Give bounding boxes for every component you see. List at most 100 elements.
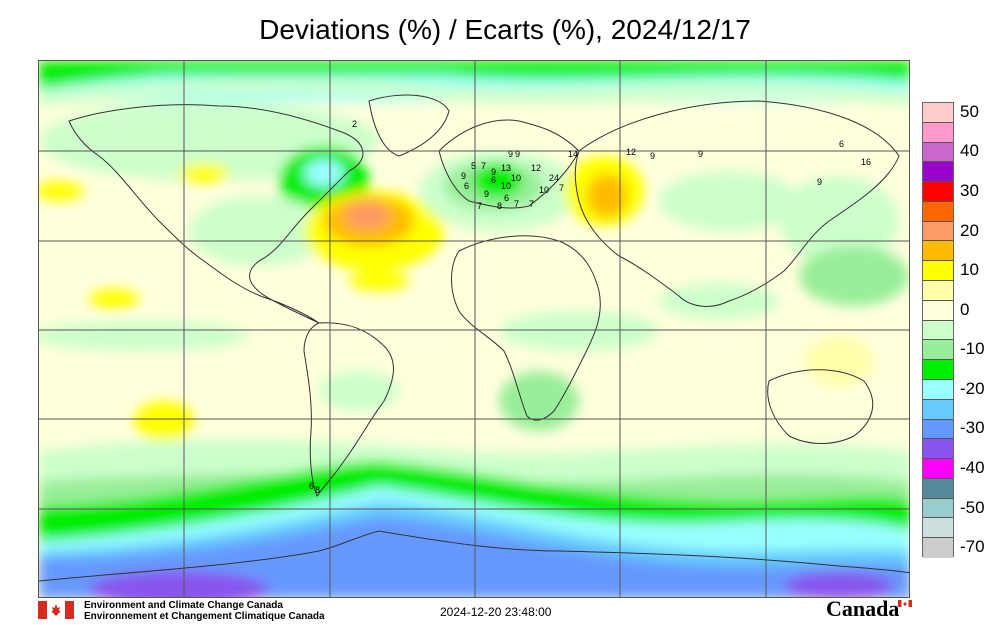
footer-org-en: Environment and Climate Change Canada <box>84 600 283 611</box>
field-eq-green-1 <box>39 321 249 351</box>
chart-title: Deviations (%) / Ecarts (%), 2024/12/17 <box>259 14 751 45</box>
station-value: 10 <box>539 185 549 195</box>
map-frame: 2 9 9 14 12 9 9 6 16 9 5 7 9 13 12 9 6 10 24 6 10 10 7 9 6 7 7 7 8 6 8 <box>38 60 910 598</box>
station-value: 7 <box>477 201 482 211</box>
legend-label: 10 <box>960 260 979 280</box>
coast-greenland <box>368 94 450 157</box>
field-indian-yellow <box>804 336 874 386</box>
legend-label: 50 <box>960 101 979 121</box>
field-pacific-green <box>799 246 909 306</box>
station-value: 9 <box>461 171 466 181</box>
legend-label: 0 <box>960 299 970 319</box>
field-south-pac-yellow <box>134 401 194 441</box>
legend-label: -30 <box>960 418 985 438</box>
legend-swatch <box>923 498 953 519</box>
station-value: 7 <box>559 183 564 193</box>
field-europe-green <box>472 164 522 198</box>
legend-swatch <box>923 103 953 123</box>
station-value: 24 <box>549 173 559 183</box>
canada-flag-icon <box>38 601 74 619</box>
station-value: 6 <box>504 193 509 203</box>
legend-swatch <box>923 439 953 460</box>
field-ant-purple-2 <box>784 572 894 597</box>
coast-europe <box>438 119 580 209</box>
coast-south-america <box>303 322 394 498</box>
station-value: 7 <box>481 161 486 171</box>
field-pacific-yellow-west <box>39 181 84 201</box>
legend-label: 30 <box>960 181 979 201</box>
coast-north-america <box>68 104 364 324</box>
legend-label: -10 <box>960 339 985 359</box>
station-value: 6 <box>839 139 844 149</box>
station-value: 9 <box>515 149 520 159</box>
legend-swatch <box>923 399 953 420</box>
color-legend <box>922 102 954 558</box>
graticule <box>39 61 909 597</box>
legend-label: 40 <box>960 141 979 161</box>
legend-swatch <box>923 122 953 143</box>
station-value: 10 <box>511 173 521 183</box>
legend-label: -40 <box>960 457 985 477</box>
station-value: 10 <box>501 181 511 191</box>
legend-label: -50 <box>960 497 985 517</box>
field-pac-yellow <box>89 289 139 309</box>
legend-swatch <box>923 419 953 440</box>
legend-label: 20 <box>960 220 979 240</box>
legend-swatch <box>923 300 953 321</box>
legend-swatch <box>923 201 953 222</box>
legend-swatch <box>923 360 953 380</box>
legend-swatch <box>923 320 953 341</box>
field-africa-green <box>499 371 579 431</box>
field-ant-purple-1 <box>89 571 269 597</box>
legend-swatch <box>923 478 953 499</box>
legend-swatch <box>923 459 953 479</box>
legend-label: -70 <box>960 537 985 557</box>
coast-asia <box>574 100 900 307</box>
field-pacific-yellow-na <box>179 163 229 183</box>
footer-timestamp: 2024-12-20 23:48:00 <box>440 605 552 619</box>
legend-swatch <box>923 281 953 301</box>
field-hudson-cyan <box>304 159 344 187</box>
station-value: 6 <box>464 181 469 191</box>
field-east-asia-green <box>779 176 899 266</box>
station-value: 7 <box>529 199 534 209</box>
station-value: 8 <box>315 485 320 495</box>
station-value: 13 <box>501 163 511 173</box>
field-atlantic-orange <box>345 203 389 229</box>
station-value: 9 <box>650 151 655 161</box>
legend-swatch <box>923 340 953 361</box>
wordmark-flag-icon <box>898 600 912 607</box>
legend-swatch <box>923 261 953 282</box>
field-sa-green <box>319 371 399 411</box>
legend-swatch <box>923 518 953 539</box>
coast-africa <box>451 235 601 421</box>
legend-swatch <box>923 162 953 183</box>
station-value: 9 <box>491 167 496 177</box>
station-value: 9 <box>698 149 703 159</box>
station-value: 6 <box>491 175 496 185</box>
station-value: 5 <box>471 161 476 171</box>
field-tropic-yellow <box>349 271 409 291</box>
legend-swatch <box>923 182 953 202</box>
footer-organization: Environment and Climate Change Canada En… <box>84 600 325 622</box>
station-value: 16 <box>861 157 871 167</box>
field-arctic-top <box>39 61 909 75</box>
field-arctic-band <box>39 79 909 106</box>
field-eq-green-2 <box>499 311 659 351</box>
station-value: 2 <box>352 119 357 129</box>
station-value: 12 <box>531 163 541 173</box>
legend-swatch <box>923 241 953 262</box>
legend-swatch <box>923 379 953 400</box>
station-value: 12 <box>626 147 636 157</box>
station-value: 14 <box>568 149 578 159</box>
coast-australia <box>767 369 874 444</box>
legend-swatch <box>923 142 953 163</box>
legend-swatch <box>923 538 953 558</box>
station-value: 7 <box>514 199 519 209</box>
station-value: 9 <box>817 177 822 187</box>
field-eq-green-3 <box>659 283 779 319</box>
field-so-blue <box>39 516 909 597</box>
canada-wordmark: Canada <box>826 596 900 621</box>
